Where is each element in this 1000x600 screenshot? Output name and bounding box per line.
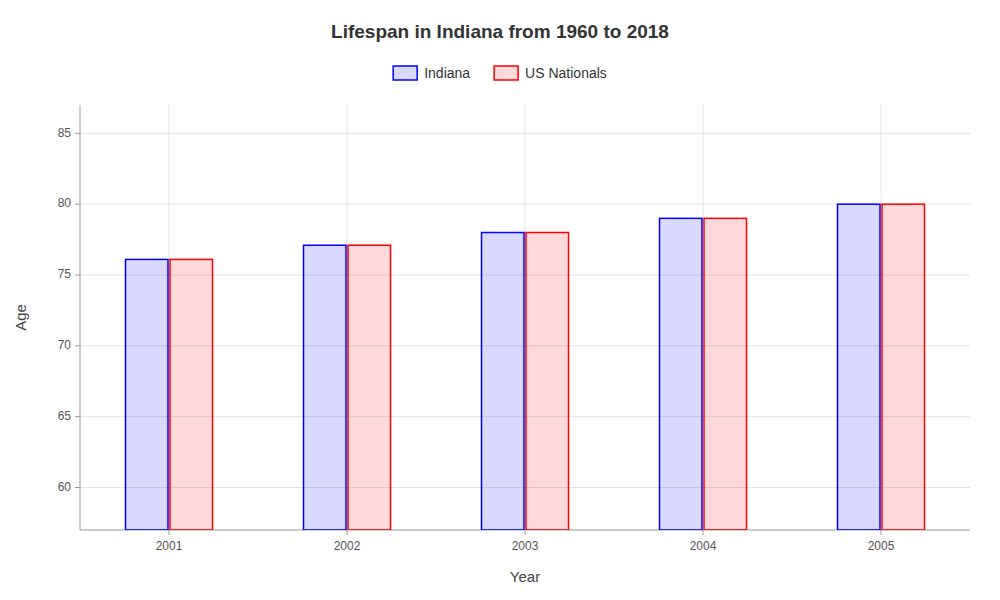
bar — [482, 233, 525, 531]
y-tick — [75, 133, 80, 134]
y-tick-label: 85 — [58, 126, 72, 140]
bar — [126, 259, 169, 530]
chart-container: 60 65 70 75 80 85 2001 2002 2003 2004 2005 Lifespan… — [0, 0, 1000, 600]
bar — [838, 204, 881, 530]
x-tick — [347, 530, 348, 535]
x-tick-label: 2005 — [868, 539, 895, 553]
x-tick — [169, 530, 170, 535]
y-tick-label: 60 — [58, 480, 72, 494]
x-tick-label: 2001 — [156, 539, 183, 553]
bar — [304, 245, 347, 530]
title: Lifespan in Indiana from 1960 to 2018 — [331, 21, 669, 42]
x-axis-line — [80, 530, 970, 531]
y-axis-line — [80, 105, 81, 530]
y-tick — [75, 487, 80, 488]
y-tick-label: 80 — [58, 196, 72, 210]
x-tick — [703, 530, 704, 535]
x-tick-label: 2003 — [512, 539, 539, 553]
bars — [126, 204, 925, 530]
bar — [882, 204, 925, 530]
y-axis-label: Age — [12, 304, 29, 331]
x-tick-label: 2002 — [334, 539, 361, 553]
y-tick — [75, 204, 80, 205]
y-tick-label: 75 — [58, 267, 72, 281]
y-tick — [75, 275, 80, 276]
bar — [526, 233, 569, 531]
y-tick-label: 70 — [58, 338, 72, 352]
legend-item: Indiana — [393, 65, 470, 81]
y-tick — [75, 345, 80, 346]
x-tick — [525, 530, 526, 535]
y-tick-label: 65 — [58, 409, 72, 423]
legend-label: US Nationals — [525, 65, 607, 81]
legend-item: US Nationals — [494, 65, 607, 81]
x-axis-label: Year — [510, 568, 540, 585]
bar — [660, 218, 703, 530]
bar — [704, 218, 747, 530]
bar — [348, 245, 391, 530]
chart: 60 65 70 75 80 85 2001 2002 2003 2004 2005 Lifespan… — [0, 0, 1000, 600]
axes: 60 65 70 75 80 85 2001 2002 2003 2004 2005 — [58, 105, 970, 553]
grid — [80, 105, 970, 530]
legend-swatch — [494, 66, 518, 80]
legend-swatch — [393, 66, 417, 80]
bar — [170, 259, 213, 530]
x-tick — [881, 530, 882, 535]
legend-label: Indiana — [424, 65, 470, 81]
legend: Indiana US Nationals — [393, 65, 607, 81]
x-tick-label: 2004 — [690, 539, 717, 553]
y-tick — [75, 416, 80, 417]
